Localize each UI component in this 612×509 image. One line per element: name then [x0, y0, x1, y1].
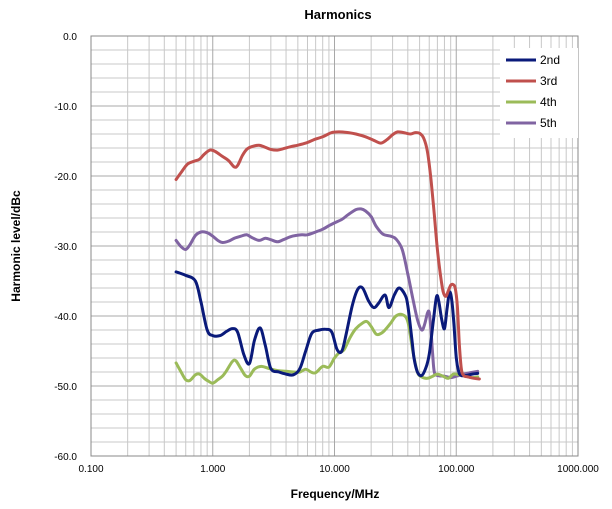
y-tick-label: -30.0 — [54, 242, 77, 253]
x-axis-tick-labels: 0.100 1.000 10.000 100.000 1000.000 — [78, 464, 599, 475]
y-tick-label: -60.0 — [54, 452, 77, 463]
legend-label-3rd: 3rd — [540, 74, 557, 88]
legend-label-4th: 4th — [540, 95, 557, 109]
x-tick-label: 0.100 — [78, 464, 103, 475]
series-line-2nd — [174, 270, 480, 378]
series-lines — [174, 130, 481, 385]
y-tick-label: -20.0 — [54, 172, 77, 183]
legend: 2nd 3rd 4th 5th — [500, 48, 578, 138]
y-tick-label: -40.0 — [54, 312, 77, 323]
x-axis-title: Frequency/MHz — [291, 487, 380, 501]
y-tick-label: -10.0 — [54, 102, 77, 113]
x-tick-label: 1.000 — [200, 464, 225, 475]
legend-label-5th: 5th — [540, 116, 557, 130]
x-tick-label: 10.000 — [319, 464, 350, 475]
legend-label-2nd: 2nd — [540, 53, 560, 67]
plot-area-border — [90, 35, 579, 457]
y-tick-label: -50.0 — [54, 382, 77, 393]
y-axis-title: Harmonic level/dBc — [9, 190, 23, 302]
series-line-3rd — [174, 130, 481, 381]
chart-title: Harmonics — [304, 7, 371, 22]
y-tick-label: 0.0 — [63, 32, 77, 43]
x-tick-label: 100.000 — [438, 464, 475, 475]
series-line-5th — [174, 207, 480, 380]
x-tick-label: 1000.000 — [557, 464, 599, 475]
gridlines — [90, 35, 578, 457]
series-line-4th — [174, 312, 480, 385]
y-axis-tick-labels: 0.0 -10.0 -20.0 -30.0 -40.0 -50.0 -60.0 — [54, 32, 77, 463]
